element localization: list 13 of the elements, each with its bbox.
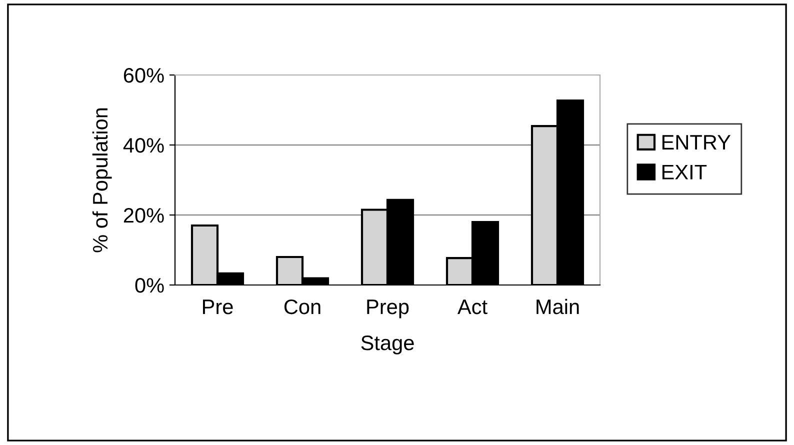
x-tick-label: Pre	[203, 300, 233, 314]
y-tick-label: 60%	[124, 68, 164, 83]
y-tick-label: 20%	[124, 208, 164, 223]
legend-label: ENTRY	[662, 135, 731, 150]
x-tick-label: Con	[284, 299, 320, 314]
y-tick-label: 0%	[135, 278, 164, 293]
y-tick-label: 40%	[123, 138, 164, 153]
legend-label: EXIT	[662, 164, 707, 180]
x-tick-label: Main	[536, 298, 579, 314]
x-tick-label: Prep	[367, 300, 409, 318]
x-tick-label: Act	[457, 300, 488, 314]
y-axis-title: % of Population	[92, 108, 112, 252]
x-axis-title: Stage	[361, 336, 414, 354]
